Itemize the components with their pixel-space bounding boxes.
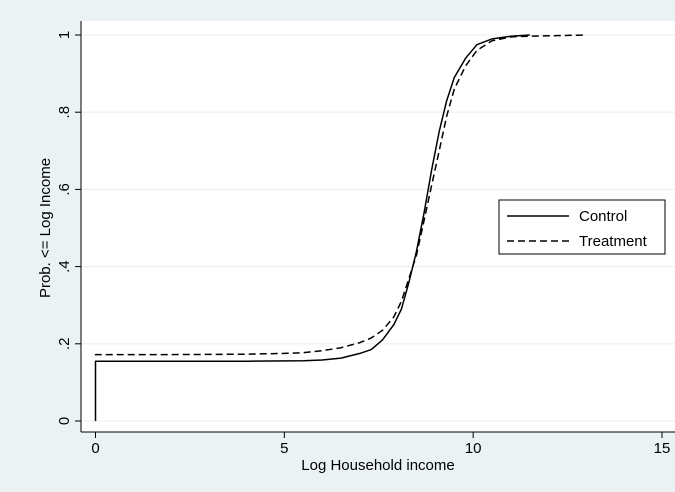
x-tick-label-0: 0 bbox=[91, 440, 99, 457]
y-tick-label-0: 0 bbox=[56, 417, 73, 425]
x-tick-label-1: 5 bbox=[280, 440, 288, 457]
x-tick-label-2: 10 bbox=[465, 440, 482, 457]
y-tick-label-2: .4 bbox=[56, 260, 73, 273]
series-line-control bbox=[94, 34, 530, 421]
y-tick-label-1: .2 bbox=[56, 338, 73, 351]
legend-label-control: Control bbox=[579, 208, 627, 225]
legend-box bbox=[498, 199, 666, 255]
x-axis-title: Log Household income bbox=[301, 457, 454, 474]
y-tick-label-3: .6 bbox=[56, 183, 73, 196]
y-tick-label-4: .8 bbox=[56, 106, 73, 119]
y-tick-label-5: 1 bbox=[56, 31, 73, 39]
series-line-treatment bbox=[94, 34, 587, 356]
legend-label-treatment: Treatment bbox=[579, 233, 648, 250]
y-axis-title: Prob. <= Log Income bbox=[37, 158, 54, 298]
x-tick-label-3: 15 bbox=[654, 440, 671, 457]
